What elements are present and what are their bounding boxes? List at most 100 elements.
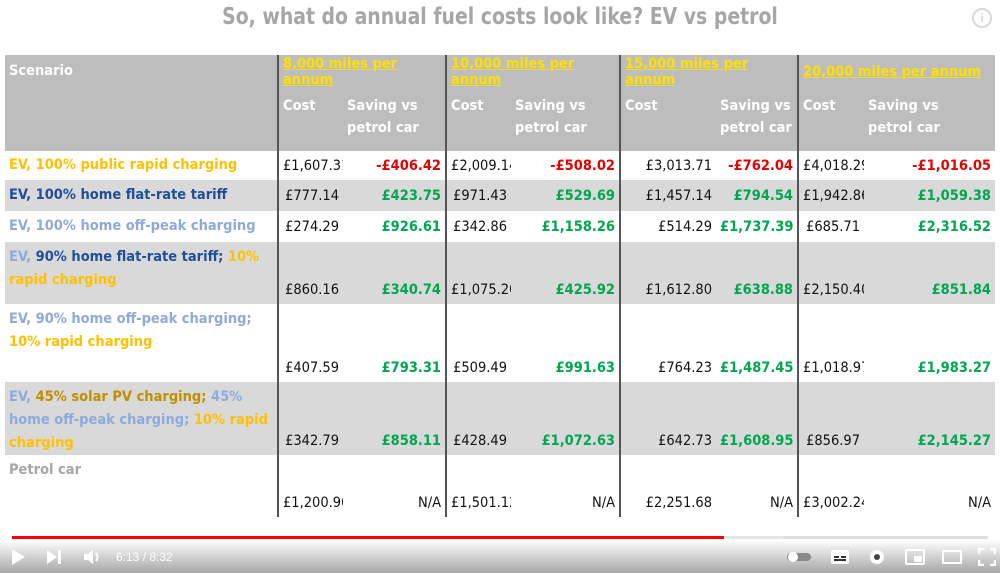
- saving-header-line: petrol car: [720, 120, 792, 136]
- saving-cell: £529.69: [511, 180, 621, 211]
- saving-cell: £1,072.63: [511, 382, 621, 455]
- saving-cell: £858.11: [343, 382, 447, 455]
- table-row: EV, 100% home flat-rate tariff £777.14 £42…: [5, 180, 996, 211]
- volume-icon[interactable]: [83, 548, 103, 566]
- table-row: EV, 100% public rapid charging £1,607.31-…: [5, 151, 996, 180]
- scenario-text: 45% home off-peak charging;: [9, 389, 243, 428]
- saving-cell: £1,608.95: [716, 382, 799, 455]
- cost-header: Cost: [445, 89, 512, 151]
- saving-header: Saving vs petrol car: [864, 89, 996, 151]
- saving-cell: -£406.42: [343, 151, 447, 180]
- scenario-cell: EV, 90% home flat-rate tariff; 10% rapid…: [5, 242, 278, 304]
- saving-header-line: Saving vs: [868, 98, 939, 114]
- scenario-text: EV, 100% home off-peak charging: [9, 218, 256, 234]
- saving-cell: £340.74: [343, 242, 447, 304]
- saving-header-line: petrol car: [347, 120, 419, 136]
- fuel-cost-table: Scenario 8,000 miles per annum 10,000 mi…: [5, 55, 996, 517]
- saving-cell: -£1,016.05: [864, 151, 996, 180]
- cost-cell: £764.23: [619, 304, 717, 382]
- cost-cell: £1,200.90: [277, 455, 343, 517]
- saving-cell: £794.54: [716, 180, 799, 211]
- saving-header: Saving vs petrol car: [716, 89, 799, 151]
- cost-header: Cost: [619, 89, 717, 151]
- progress-bar[interactable]: [12, 536, 988, 539]
- cost-cell: £860.16: [277, 242, 343, 304]
- saving-cell: £793.31: [343, 304, 447, 382]
- cost-cell: £274.29: [277, 211, 343, 242]
- saving-cell: £425.92: [511, 242, 621, 304]
- saving-header-line: Saving vs: [515, 98, 586, 114]
- cost-cell: £971.43: [445, 180, 512, 211]
- cost-cell: £1,075.20: [445, 242, 512, 304]
- subtitles-icon[interactable]: [830, 549, 850, 565]
- cost-cell: £4,018.29: [797, 151, 865, 180]
- scenario-header: Scenario: [5, 55, 278, 151]
- scenario-cell: EV, 100% home flat-rate tariff: [5, 180, 278, 211]
- cost-cell: £3,002.24: [797, 455, 865, 517]
- saving-cell: N/A: [716, 455, 799, 517]
- next-icon[interactable]: [46, 549, 62, 565]
- cost-cell: £685.71: [797, 211, 865, 242]
- saving-cell: N/A: [511, 455, 621, 517]
- fullscreen-icon[interactable]: [978, 548, 996, 566]
- group-header: 20,000 miles per annum: [797, 55, 996, 89]
- saving-cell: £926.61: [343, 211, 447, 242]
- scenario-text: EV, 100% public rapid charging: [9, 157, 238, 173]
- saving-header-line: petrol car: [515, 120, 587, 136]
- scenario-text: Petrol car: [9, 462, 82, 478]
- cost-cell: £1,457.14: [619, 180, 717, 211]
- scenario-cell: EV, 100% public rapid charging: [5, 151, 278, 180]
- scenario-text: 10% rapid charging: [9, 334, 153, 350]
- group-header: 15,000 miles per annum: [619, 55, 799, 89]
- scenario-cell: EV, 100% home off-peak charging: [5, 211, 278, 242]
- scenario-text: EV,: [9, 249, 36, 265]
- scenario-text: 10% rapid charging: [9, 249, 260, 288]
- slide-title: So, what do annual fuel costs look like?…: [222, 4, 778, 30]
- time-display: 6:13 / 8:32: [116, 550, 173, 564]
- cost-cell: £2,150.40: [797, 242, 865, 304]
- table-row: EV, 90% home off-peak charging; 10% rapi…: [5, 304, 996, 382]
- cost-cell: £1,501.12: [445, 455, 512, 517]
- autoplay-toggle-icon[interactable]: [786, 551, 812, 563]
- saving-header: Saving vs petrol car: [511, 89, 621, 151]
- cost-cell: £856.97: [797, 382, 865, 455]
- settings-icon[interactable]: [868, 548, 886, 566]
- cost-cell: £3,013.71: [619, 151, 717, 180]
- saving-header-line: Saving vs: [720, 98, 791, 114]
- scenario-text: EV, 90% home off-peak charging;: [9, 311, 252, 327]
- cost-cell: £428.49: [445, 382, 512, 455]
- play-icon[interactable]: [10, 548, 26, 566]
- miniplayer-icon[interactable]: [905, 549, 925, 565]
- cost-cell: £1,607.31: [277, 151, 343, 180]
- cost-cell: £1,018.97: [797, 304, 865, 382]
- scenario-text: 10% rapid charging: [9, 412, 268, 451]
- scenario-cell: EV, 45% solar PV charging; 45% home off-…: [5, 382, 278, 455]
- table-row: EV, 100% home off-peak charging £274.29 £9…: [5, 211, 996, 242]
- scenario-text: 45% solar PV charging;: [35, 389, 212, 405]
- saving-cell: £2,145.27: [864, 382, 996, 455]
- buffer-bar: [723, 536, 784, 539]
- info-icon[interactable]: i: [972, 8, 992, 28]
- cost-cell: £2,251.68: [619, 455, 717, 517]
- saving-cell: £991.63: [511, 304, 621, 382]
- cost-cell: £1,942.86: [797, 180, 865, 211]
- cost-cell: £777.14: [277, 180, 343, 211]
- scenario-cell: EV, 90% home off-peak charging; 10% rapi…: [5, 304, 278, 382]
- saving-cell: £1,487.45: [716, 304, 799, 382]
- group-header: 8,000 miles per annum: [276, 55, 447, 89]
- saving-cell: £638.88: [716, 242, 799, 304]
- cost-cell: £407.59: [277, 304, 343, 382]
- scenario-cell: Petrol car: [5, 455, 278, 517]
- table-row: EV, 90% home flat-rate tariff; 10% rapid…: [5, 242, 996, 304]
- cost-cell: £2,009.14: [445, 151, 512, 180]
- table-row: EV, 45% solar PV charging; 45% home off-…: [5, 382, 996, 455]
- cost-cell: £342.86: [445, 211, 512, 242]
- saving-cell: -£508.02: [511, 151, 621, 180]
- saving-cell: -£762.04: [716, 151, 799, 180]
- saving-cell: £851.84: [864, 242, 996, 304]
- saving-header-line: Saving vs: [347, 98, 418, 114]
- scenario-text: EV, 100% home flat-rate tariff: [9, 187, 228, 203]
- theater-icon[interactable]: [942, 550, 962, 564]
- saving-cell: £1,158.26: [511, 211, 621, 242]
- cost-header: Cost: [797, 89, 865, 151]
